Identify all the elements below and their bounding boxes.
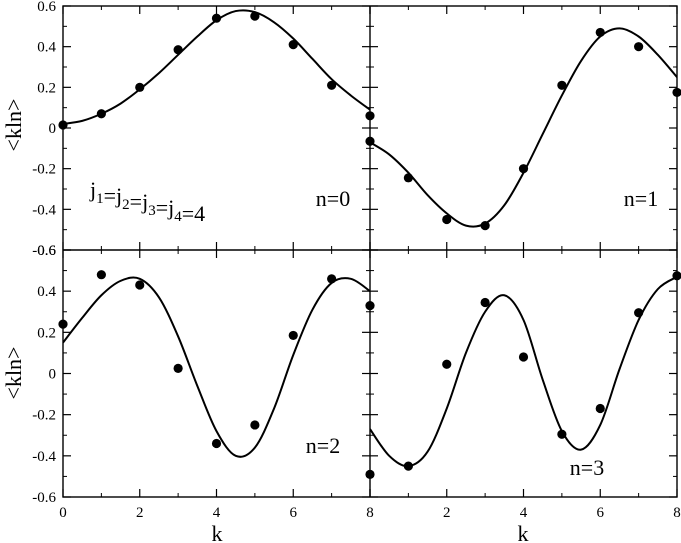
y-tick-label: 0	[49, 121, 57, 137]
data-point	[634, 308, 644, 318]
x-tick-label: 2	[443, 505, 451, 521]
data-point	[403, 461, 413, 471]
data-point	[634, 42, 644, 52]
annotation-subscript: 2	[122, 197, 130, 213]
y-tick-label: 0.6	[37, 0, 56, 15]
data-point	[250, 11, 260, 21]
fit-curve-2	[63, 276, 370, 458]
data-point	[327, 274, 337, 284]
panels-layer: n=0 n=1 n=2 n=3	[58, 9, 681, 480]
x-tick-label: 6	[597, 505, 605, 521]
panel-label-1: n=1	[624, 186, 658, 211]
data-point	[403, 173, 413, 183]
panel-3: n=3	[365, 271, 681, 480]
panel-2: n=2	[58, 270, 375, 458]
y-tick-label: -0.4	[32, 449, 56, 465]
y-axis-title-top: <kln>	[1, 99, 26, 152]
annotation-part: =4	[182, 201, 205, 226]
x-tick-label: 2	[136, 505, 144, 521]
data-point	[442, 214, 452, 225]
data-point	[96, 109, 106, 119]
x-tick-label: 8	[673, 505, 681, 521]
data-point	[480, 221, 490, 231]
y-tick-label: 0.6	[37, 243, 56, 259]
data-point	[135, 280, 145, 290]
data-point	[250, 420, 260, 430]
y-axis-title-bottom: <kln>	[1, 347, 26, 400]
x-tick-label: 0	[59, 505, 67, 521]
data-point	[327, 80, 337, 90]
annotation-part: =j	[156, 195, 175, 220]
y-tick-label: -0.6	[32, 243, 56, 259]
data-point	[518, 164, 529, 174]
data-point	[211, 13, 222, 23]
y-tick-label: -0.4	[32, 202, 56, 218]
data-point	[288, 330, 298, 341]
data-point	[173, 45, 183, 55]
panel-0: n=0	[58, 9, 375, 211]
y-tick-label: -0.6	[32, 490, 56, 506]
data-point	[557, 80, 567, 90]
axes-layer: -0.6-0.4-0.200.20.40.6-0.6-0.4-0.200.20.…	[32, 0, 681, 521]
y-tick-label: 0.4	[37, 40, 56, 56]
x-axis-title-right: k	[518, 521, 529, 543]
data-point	[557, 429, 567, 439]
data-point	[442, 359, 452, 369]
data-point	[518, 352, 529, 362]
y-tick-label: 0.2	[37, 325, 56, 341]
data-point	[480, 297, 490, 308]
x-tick-label: 4	[213, 505, 221, 521]
panel-label-0: n=0	[316, 186, 350, 211]
annotation-part: =j	[104, 183, 123, 208]
annotation-part: j	[89, 177, 96, 202]
annotation-part: =j	[130, 189, 149, 214]
data-point	[288, 40, 298, 50]
x-tick-label: 6	[290, 505, 298, 521]
y-tick-label: -0.2	[32, 162, 56, 178]
data-point	[96, 270, 106, 280]
annotation-subscript: 4	[174, 209, 182, 225]
panel-label-2: n=2	[306, 433, 340, 458]
x-tick-label: 4	[520, 505, 528, 521]
fit-curve-3	[370, 275, 677, 468]
data-point	[135, 82, 145, 92]
data-point	[595, 27, 605, 38]
annotation-subscript: 3	[148, 203, 156, 219]
annotation-subscript: 1	[96, 191, 104, 207]
y-tick-label: 0.2	[37, 80, 56, 96]
y-tick-label: 0	[49, 367, 57, 383]
annotation-j-equal: j1=j2=j3=j4=4	[89, 177, 205, 226]
data-point	[595, 403, 605, 414]
x-axis-title-left: k	[212, 521, 223, 543]
data-point	[211, 438, 222, 449]
panel-1: n=1	[365, 27, 681, 231]
x-tick-label: 8	[366, 505, 374, 521]
y-tick-label: 0.4	[37, 284, 56, 300]
y-tick-label: -0.2	[32, 408, 56, 424]
panel-label-3: n=3	[570, 455, 604, 480]
fit-curve-0	[63, 9, 370, 125]
data-point	[173, 363, 183, 373]
